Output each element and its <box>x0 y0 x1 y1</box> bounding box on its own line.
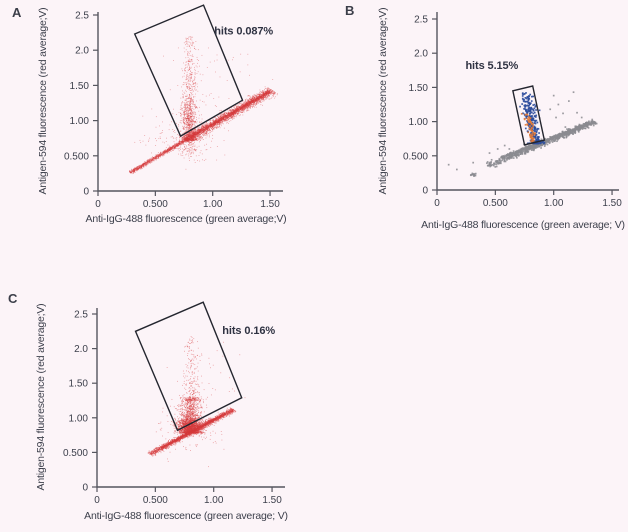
x-tick-label: 1.50 <box>260 199 280 210</box>
panel-a: A 00.5001.001.5000.5001.001.502.02.5hits… <box>0 0 308 245</box>
x-tick-label: 0 <box>434 198 440 209</box>
y-tick-label: 0.500 <box>64 151 89 162</box>
gate-polygon <box>133 4 244 138</box>
panel-c-plot-overlay: 0 0.500 1.00 1.50 0 0.500 1.00 1.50 2.0 2.5 hits 0… <box>35 301 288 522</box>
hits-annotation: hits 0.087% <box>214 25 273 37</box>
x-axis-title: Anti-IgG-488 fluorescence (green average… <box>84 510 288 522</box>
x-tick-label: 0.500 <box>143 199 168 210</box>
x-tick-label: 1.00 <box>204 495 224 506</box>
x-tick-label: 1.00 <box>544 198 564 209</box>
y-tick-label: 2.0 <box>414 49 428 60</box>
y-tick-label: 1.50 <box>409 83 429 94</box>
panel-c: C 00.5001.001.5000.5001.001.502.02.5hits… <box>0 280 308 532</box>
gate-polygon <box>512 85 546 146</box>
hits-annotation: hits 5.15% <box>465 60 518 72</box>
panel-b: B 00.5001.001.5000.5001.001.502.02.5hits… <box>318 0 628 245</box>
y-tick-label: 1.00 <box>69 413 89 424</box>
panel-a-plot-overlay: 0 0.500 1.00 1.50 0 0.500 1.00 1.50 2.0 2.5 hits 0… <box>37 4 287 225</box>
panel-c-scatter-canvas <box>0 280 308 532</box>
y-tick-label: 1.50 <box>69 379 89 390</box>
y-tick-label: 2.0 <box>75 46 89 57</box>
panel-a-scatter-canvas <box>0 0 308 245</box>
y-axis-title: Antigen-594 fluorescence (red average;V) <box>35 304 47 491</box>
x-tick-label: 1.50 <box>262 495 282 506</box>
x-tick-label: 0 <box>94 495 100 506</box>
panel-b-plot-overlay: 0 0.500 1.00 1.50 0 0.500 1.00 1.50 2.0 2.5 hits 5… <box>377 8 625 231</box>
y-tick-label: 2.0 <box>74 344 88 355</box>
y-axis-title: Antigen-594 fluorescence (red average;V) <box>37 8 49 195</box>
y-tick-label: 0.500 <box>63 448 88 459</box>
y-tick-label: 1.00 <box>70 116 90 127</box>
y-tick-label: 1.50 <box>70 81 90 92</box>
x-axis-title: Anti-IgG-488 fluorescence (green average… <box>421 219 625 231</box>
y-tick-label: 2.5 <box>74 310 88 321</box>
panel-b-scatter-canvas <box>318 0 628 245</box>
y-tick-label: 2.5 <box>75 11 89 22</box>
x-tick-label: 1.50 <box>602 198 622 209</box>
x-tick-label: 1.00 <box>203 199 223 210</box>
y-axis-title: Antigen-594 fluorescence (red average;V) <box>377 8 389 195</box>
y-tick-label: 0 <box>422 186 428 197</box>
x-axis-title: Anti-IgG-488 fluorescence (green average… <box>86 213 287 225</box>
axis-lines <box>436 12 619 191</box>
y-tick-label: 0.500 <box>403 151 428 162</box>
y-tick-label: 1.00 <box>409 117 429 128</box>
hits-annotation: hits 0.16% <box>222 325 275 337</box>
gate-polygon <box>134 301 243 432</box>
axis-lines <box>97 12 283 192</box>
x-tick-label: 0 <box>95 199 101 210</box>
y-tick-label: 0 <box>82 483 88 494</box>
y-tick-label: 2.5 <box>414 15 428 26</box>
x-tick-label: 0.500 <box>143 495 168 506</box>
y-tick-label: 0 <box>83 187 89 198</box>
x-tick-label: 0.500 <box>483 198 508 209</box>
